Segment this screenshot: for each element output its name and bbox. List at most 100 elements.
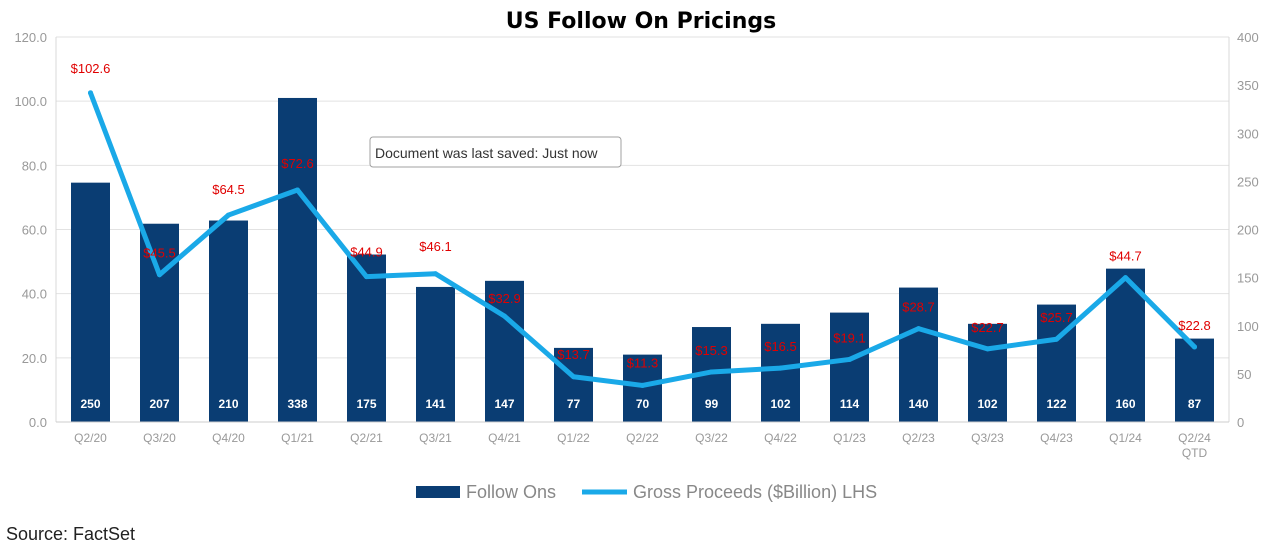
line-point bbox=[985, 346, 990, 352]
bar bbox=[968, 323, 1007, 422]
bar-count-label: 122 bbox=[1046, 397, 1066, 411]
proceeds-label: $15.3 bbox=[695, 343, 728, 358]
left-axis-tick: 40.0 bbox=[22, 287, 47, 302]
right-axis-tick: 400 bbox=[1237, 30, 1259, 45]
left-axis-tick: 60.0 bbox=[22, 223, 47, 238]
proceeds-label: $64.5 bbox=[212, 182, 245, 197]
line-point bbox=[709, 369, 714, 375]
line-point bbox=[778, 365, 783, 371]
proceeds-label: $11.3 bbox=[627, 355, 659, 370]
proceeds-label: $13.7 bbox=[557, 347, 590, 362]
bar bbox=[554, 347, 593, 422]
line-point bbox=[295, 187, 300, 193]
left-axis-tick: 20.0 bbox=[22, 351, 47, 366]
x-category-label: Q4/23 bbox=[1040, 431, 1073, 445]
line-point bbox=[433, 271, 438, 277]
x-category-label: Q3/23 bbox=[971, 431, 1004, 445]
bar bbox=[209, 220, 248, 422]
proceeds-label: $22.8 bbox=[1178, 318, 1211, 333]
bar bbox=[1037, 304, 1076, 422]
x-category-label: Q1/21 bbox=[281, 431, 314, 445]
bar-count-label: 207 bbox=[149, 397, 169, 411]
line-point bbox=[157, 272, 162, 278]
x-category-label: Q2/24 bbox=[1178, 431, 1211, 445]
proceeds-label: $25.7 bbox=[1040, 310, 1073, 325]
bar-count-label: 87 bbox=[1188, 397, 1202, 411]
proceeds-label: $32.9 bbox=[488, 291, 521, 306]
legend-swatch-follow-ons bbox=[416, 486, 460, 498]
axes: 0.0 20.0 40.0 60.0 80.0 100.0 120.0 0 50 100 150 20… bbox=[14, 30, 1258, 430]
legend: Follow Ons Gross Proceeds ($Billion) LHS bbox=[416, 482, 877, 502]
x-category-label: Q1/24 bbox=[1109, 431, 1142, 445]
bar-count-label: 210 bbox=[218, 397, 238, 411]
bar-labels: 250 207 210 338 175 141 147 77 70 99 102 114 140 102 1… bbox=[80, 397, 1201, 411]
x-category-label: Q2/21 bbox=[350, 431, 383, 445]
bar-count-label: 77 bbox=[567, 397, 581, 411]
bar-count-label: 114 bbox=[840, 397, 860, 411]
x-category-label: Q4/20 bbox=[212, 431, 245, 445]
bar bbox=[71, 182, 110, 422]
x-category-label: Q2/20 bbox=[74, 431, 107, 445]
proceeds-label: $22.7 bbox=[971, 320, 1004, 335]
bar-count-label: 70 bbox=[636, 397, 650, 411]
line-point bbox=[226, 212, 231, 218]
line-point bbox=[1054, 336, 1059, 342]
line-point bbox=[364, 274, 369, 280]
proceeds-label: $72.6 bbox=[281, 156, 314, 171]
left-axis-tick: 0.0 bbox=[29, 415, 47, 430]
x-category-label: Q4/21 bbox=[488, 431, 521, 445]
bar-count-label: 250 bbox=[80, 397, 100, 411]
right-axis-tick: 100 bbox=[1237, 319, 1259, 334]
x-category-label: QTD bbox=[1182, 446, 1208, 460]
x-category-label: Q1/22 bbox=[557, 431, 590, 445]
x-category-label: Q3/21 bbox=[419, 431, 452, 445]
bar-series bbox=[71, 97, 1214, 422]
bar bbox=[1175, 338, 1214, 422]
line-point bbox=[916, 326, 921, 332]
x-category-label: Q4/22 bbox=[764, 431, 797, 445]
line-point bbox=[1123, 275, 1128, 281]
bar-count-label: 99 bbox=[705, 397, 719, 411]
right-axis-tick: 150 bbox=[1237, 271, 1259, 286]
tooltip-box bbox=[369, 136, 622, 168]
x-axis-labels: Q2/20 Q3/20 Q4/20 Q1/21 Q2/21 Q3/21 Q4/21 Q1/22… bbox=[74, 431, 1211, 460]
proceeds-label: $28.7 bbox=[902, 300, 935, 315]
source-note: Source: FactSet bbox=[6, 524, 135, 544]
bar-count-label: 102 bbox=[770, 397, 790, 411]
bar bbox=[761, 323, 800, 422]
proceeds-label: $16.5 bbox=[764, 339, 797, 354]
bar-count-label: 338 bbox=[287, 397, 307, 411]
x-category-label: Q2/22 bbox=[626, 431, 659, 445]
right-axis-tick: 200 bbox=[1237, 223, 1259, 238]
proceeds-label: $45.5 bbox=[143, 246, 176, 261]
proceeds-label: $102.6 bbox=[71, 61, 111, 76]
chart-title: US Follow On Pricings bbox=[506, 9, 776, 34]
right-axis-tick: 350 bbox=[1237, 78, 1259, 93]
bar bbox=[899, 287, 938, 422]
proceeds-label: $19.1 bbox=[833, 330, 866, 345]
save-tooltip: Document was last saved: Just now bbox=[369, 136, 622, 168]
bar bbox=[347, 254, 386, 422]
right-axis-tick: 0 bbox=[1237, 415, 1244, 430]
x-category-label: Q2/23 bbox=[902, 431, 935, 445]
left-axis-tick: 100.0 bbox=[14, 94, 47, 109]
bar-count-label: 141 bbox=[425, 397, 445, 411]
left-axis-tick: 80.0 bbox=[22, 158, 47, 173]
proceeds-label: $44.9 bbox=[350, 245, 383, 260]
line-point bbox=[571, 374, 576, 380]
legend-label-gross-proceeds: Gross Proceeds ($Billion) LHS bbox=[633, 482, 877, 502]
right-axis-tick: 250 bbox=[1237, 174, 1259, 189]
legend-label-follow-ons: Follow Ons bbox=[466, 482, 556, 502]
line-series bbox=[88, 90, 1197, 388]
gross-proceeds-line bbox=[88, 90, 1197, 388]
proceeds-label: $46.1 bbox=[419, 239, 452, 254]
bar bbox=[278, 97, 317, 422]
bar bbox=[485, 280, 524, 422]
x-category-label: Q3/22 bbox=[695, 431, 728, 445]
bar bbox=[416, 286, 455, 422]
x-category-label: Q3/20 bbox=[143, 431, 176, 445]
right-axis-tick: 300 bbox=[1237, 126, 1259, 141]
bar bbox=[830, 312, 869, 422]
proceeds-label: $44.7 bbox=[1109, 249, 1142, 264]
